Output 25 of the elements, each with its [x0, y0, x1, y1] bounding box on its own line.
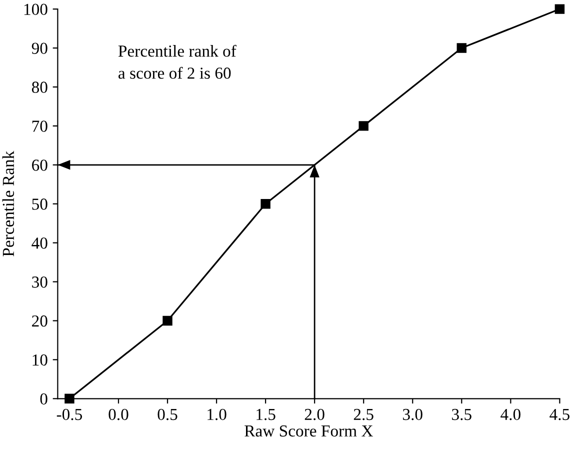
- y-tick-label: 60: [32, 160, 48, 171]
- y-tick-label: 0: [40, 393, 48, 405]
- y-axis-title: Percentile Rank: [2, 150, 14, 256]
- y-tick-label: 50: [32, 198, 48, 210]
- x-tick-label: 4.5: [550, 408, 570, 420]
- x-axis-title: Raw Score Form X: [244, 425, 373, 437]
- y-tick-label: 10: [32, 354, 48, 366]
- annotation: Percentile rank of a score of 2 is 60: [118, 44, 236, 79]
- y-tick-label: 90: [32, 42, 48, 54]
- x-tick-label: 0.0: [108, 408, 128, 420]
- x-tick-label: 2.5: [354, 408, 374, 420]
- x-tick-label: 2.0: [304, 408, 324, 420]
- y-tick-label: 80: [32, 82, 48, 93]
- x-tick-label: 4.0: [500, 408, 520, 420]
- y-tick-label: 30: [32, 276, 48, 288]
- y-tick-label: 70: [32, 120, 48, 132]
- y-tick-label: 20: [32, 315, 48, 327]
- x-tick-label: 0.5: [158, 408, 178, 420]
- x-tick-label: 1.5: [256, 408, 276, 420]
- x-tick-label: -0.5: [56, 408, 82, 420]
- y-tick-label: 100: [24, 4, 48, 16]
- y-tick-label: 40: [32, 238, 48, 249]
- x-tick-label: 1.0: [208, 408, 226, 420]
- x-tick-label: 3.0: [403, 408, 422, 420]
- x-tick-label: 3.5: [452, 408, 472, 420]
